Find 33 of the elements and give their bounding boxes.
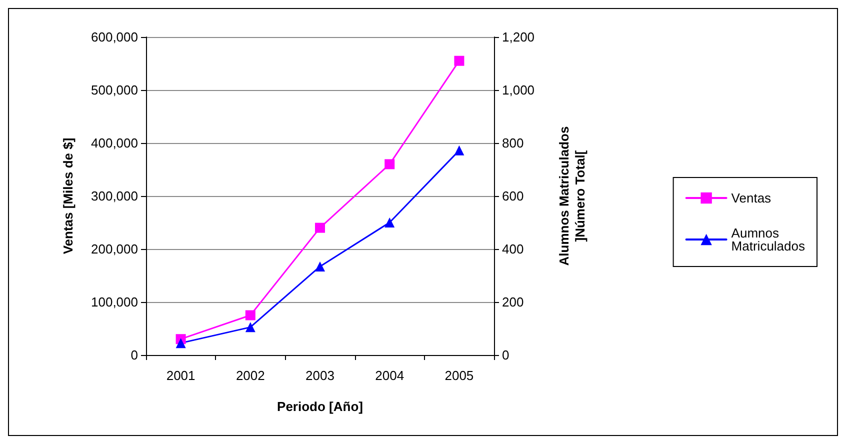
- x-tick-label: 2004: [375, 368, 404, 383]
- y-tick-label: 600,000: [91, 30, 138, 44]
- y-tick-label: 400,000: [91, 136, 138, 150]
- legend-label: Ventas: [731, 190, 772, 206]
- y-tick-label: 0: [130, 348, 138, 362]
- y2-tick-label: 0: [502, 348, 510, 362]
- y-tick-label: 500,000: [91, 82, 138, 98]
- x-tick-label: 2001: [166, 368, 196, 383]
- y2-tick-label: 400: [502, 242, 524, 256]
- point: [245, 322, 256, 332]
- y2-tick-label: 200: [502, 294, 524, 310]
- y2-tick-label: 600: [502, 188, 524, 204]
- y2-axis-title: Alumnos Matriculados ]Número Total[: [556, 126, 588, 266]
- point: [454, 56, 464, 66]
- y2-tick-label: 1,200: [502, 30, 535, 44]
- point: [315, 261, 325, 272]
- point: [384, 218, 395, 228]
- point: [454, 145, 464, 156]
- x-tick-label: 2003: [306, 368, 334, 383]
- y2-tick-label: 1,000: [502, 82, 535, 98]
- point: [245, 310, 256, 320]
- point: [384, 159, 395, 170]
- x-tick-label: 2002: [236, 368, 265, 383]
- x-axis-title: Periodo [Año]: [277, 399, 363, 414]
- y-tick-label: 200,000: [91, 242, 138, 256]
- legend-label: Aumnos Matriculados: [731, 226, 806, 254]
- x-tick-label: 2005: [444, 368, 474, 383]
- y-tick-label: 100,000: [91, 294, 138, 310]
- y-axis-title: Ventas [Miles de $]: [60, 138, 76, 254]
- point: [315, 222, 325, 233]
- y-tick-label: 300,000: [91, 188, 138, 204]
- y2-tick-label: 800: [502, 136, 524, 150]
- point: [176, 338, 186, 348]
